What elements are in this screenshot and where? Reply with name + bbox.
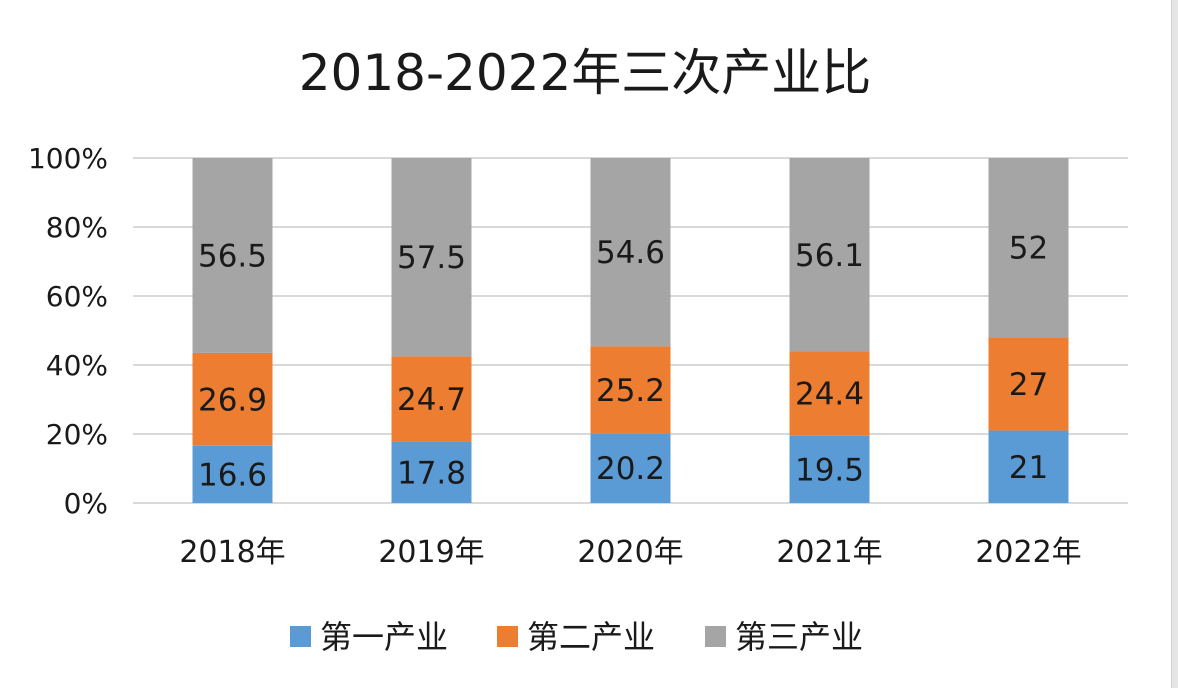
y-tick-label: 100% [28,142,108,175]
bar-segment [988,337,1069,431]
bar-segment [391,441,472,503]
bar-segment [988,430,1069,503]
data-label: 52 [1009,231,1048,267]
x-tick-label: 2018年 [179,535,285,570]
x-tick-label: 2021年 [776,535,882,570]
legend-label: 第三产业 [735,618,863,656]
bar-segment [789,158,870,352]
bar-segment [391,158,472,357]
x-axis-tick-labels: 2018年 2019年 2020年 2021年 2022年 [179,535,1081,570]
bar-segment [590,158,671,347]
data-label: 27 [1009,367,1048,403]
window-edge [1171,0,1178,688]
bar-segment [988,158,1069,338]
data-label: 56.5 [198,238,267,274]
data-label: 16.6 [198,457,267,493]
y-tick-label: 40% [46,349,108,382]
bar-segment [789,351,870,436]
legend-swatch [497,626,518,647]
data-label: 17.8 [397,455,466,491]
bar-segment [192,445,273,503]
legend-swatch [705,626,726,647]
legend-label: 第一产业 [320,618,448,656]
data-label: 19.5 [795,452,864,488]
y-tick-label: 80% [46,211,108,244]
data-label: 54.6 [596,235,665,271]
bar-segments [192,158,1069,503]
data-label: 20.2 [596,451,665,487]
data-label: 24.7 [397,382,466,418]
y-tick-label: 20% [46,418,108,451]
y-tick-label: 60% [46,280,108,313]
y-axis-tick-labels: 0% 20% 40% 60% 80% 100% [28,142,108,520]
data-label: 24.4 [795,377,864,413]
data-label: 25.2 [596,373,665,409]
data-label: 21 [1009,450,1048,486]
bar-segment [590,346,671,434]
data-label: 57.5 [397,240,466,276]
legend: 第一产业 第二产业 第三产业 [290,618,863,656]
bar-segment [590,433,671,503]
bar-segment [192,158,273,353]
bar-segment [192,352,273,446]
legend-swatch [290,626,311,647]
legend-label: 第二产业 [527,618,655,656]
data-label: 56.1 [795,238,864,274]
chart-title: 2018-2022年三次产业比 [299,44,872,102]
x-tick-label: 2020年 [577,535,683,570]
x-tick-label: 2022年 [975,535,1081,570]
data-label: 26.9 [198,382,267,418]
bar-segment [391,356,472,442]
data-labels: 16.6 26.9 56.5 17.8 24.7 57.5 20.2 25.2 54.6 19.5… [198,231,1048,494]
bar-segment [789,435,870,503]
x-tick-label: 2019年 [378,535,484,570]
y-tick-label: 0% [64,487,108,520]
